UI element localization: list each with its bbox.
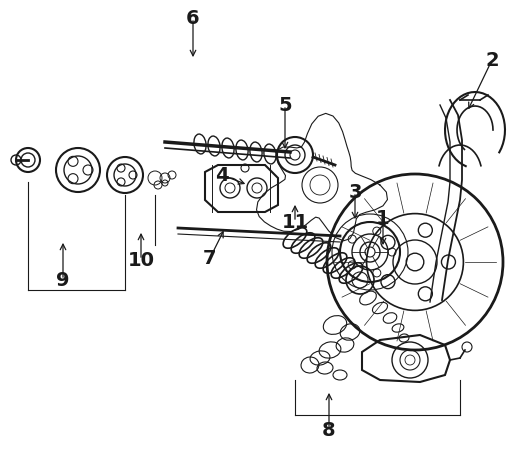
Text: 3: 3 — [348, 182, 362, 201]
Text: 9: 9 — [56, 271, 70, 290]
Text: 8: 8 — [322, 420, 336, 439]
Text: 7: 7 — [203, 248, 217, 267]
Text: 4: 4 — [215, 166, 229, 185]
Text: 5: 5 — [278, 95, 292, 114]
Text: 1: 1 — [376, 208, 390, 227]
Text: 6: 6 — [186, 8, 200, 27]
Text: 2: 2 — [485, 51, 499, 69]
Text: 10: 10 — [127, 251, 155, 270]
Text: 11: 11 — [281, 213, 308, 232]
